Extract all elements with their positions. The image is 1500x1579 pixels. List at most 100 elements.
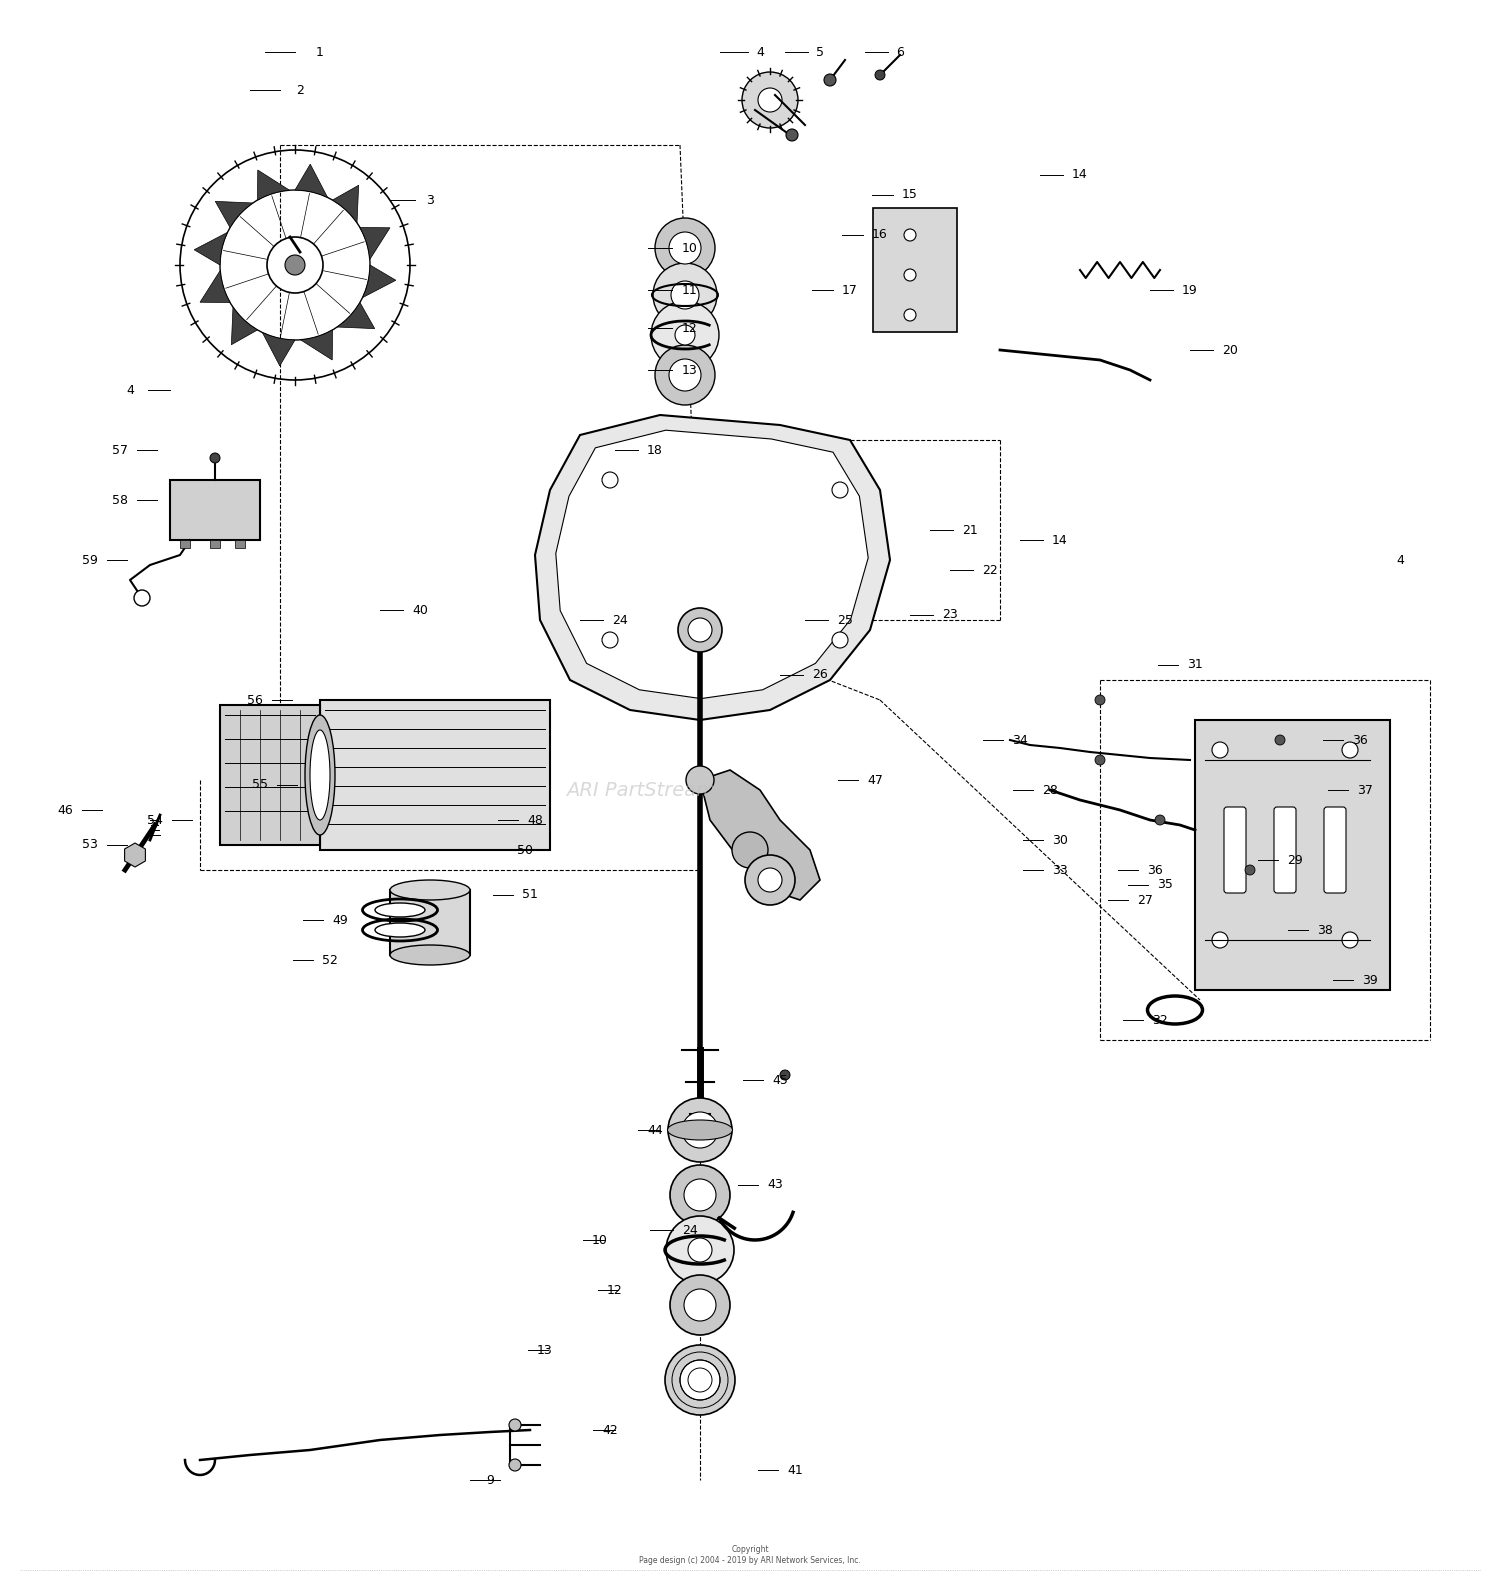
Circle shape <box>874 69 885 81</box>
Polygon shape <box>556 429 868 698</box>
Polygon shape <box>536 415 890 720</box>
Ellipse shape <box>390 944 470 965</box>
Text: 12: 12 <box>608 1284 622 1296</box>
Circle shape <box>833 632 848 647</box>
Text: 5: 5 <box>816 46 824 58</box>
Text: 18: 18 <box>646 444 663 456</box>
Circle shape <box>668 1097 732 1162</box>
Text: 40: 40 <box>413 603 428 616</box>
Ellipse shape <box>310 729 330 820</box>
Circle shape <box>758 88 782 112</box>
Text: 12: 12 <box>682 322 698 335</box>
Circle shape <box>1095 755 1106 764</box>
Polygon shape <box>200 270 230 303</box>
Text: 14: 14 <box>1052 534 1068 546</box>
Text: 57: 57 <box>112 444 128 456</box>
Text: 2: 2 <box>296 84 304 96</box>
Text: 11: 11 <box>682 284 698 297</box>
FancyBboxPatch shape <box>873 208 957 332</box>
Text: 22: 22 <box>982 564 998 576</box>
Text: 41: 41 <box>788 1464 802 1476</box>
Circle shape <box>669 232 700 264</box>
Polygon shape <box>333 185 358 223</box>
Bar <box>236 540 244 548</box>
Text: 14: 14 <box>1072 169 1088 182</box>
Text: 28: 28 <box>1042 783 1058 796</box>
Ellipse shape <box>375 924 424 936</box>
Ellipse shape <box>390 880 470 900</box>
Circle shape <box>670 1274 730 1334</box>
Circle shape <box>1342 742 1358 758</box>
Circle shape <box>670 281 699 309</box>
Circle shape <box>1342 932 1358 947</box>
Polygon shape <box>363 265 396 297</box>
Bar <box>1196 720 1390 990</box>
Polygon shape <box>262 333 296 366</box>
Circle shape <box>758 868 782 892</box>
Text: Copyright
Page design (c) 2004 - 2019 by ARI Network Services, Inc.: Copyright Page design (c) 2004 - 2019 by… <box>639 1546 861 1565</box>
Circle shape <box>602 632 618 647</box>
Text: 45: 45 <box>772 1074 788 1086</box>
Text: 48: 48 <box>526 813 543 826</box>
Text: 26: 26 <box>812 668 828 682</box>
Text: 4: 4 <box>1396 554 1404 567</box>
Text: 44: 44 <box>646 1124 663 1137</box>
Text: 55: 55 <box>252 778 268 791</box>
Circle shape <box>1212 932 1228 947</box>
Circle shape <box>1275 734 1286 745</box>
FancyBboxPatch shape <box>1224 807 1246 894</box>
Text: 36: 36 <box>1352 734 1368 747</box>
Text: ARI PartStream™: ARI PartStream™ <box>566 780 735 799</box>
Circle shape <box>824 74 836 85</box>
Text: 20: 20 <box>1222 344 1238 357</box>
Circle shape <box>682 1112 718 1148</box>
Polygon shape <box>231 308 258 344</box>
Circle shape <box>742 73 798 128</box>
Circle shape <box>670 1165 730 1225</box>
Circle shape <box>509 1459 520 1472</box>
Text: 56: 56 <box>248 693 262 706</box>
Text: 15: 15 <box>902 188 918 202</box>
Polygon shape <box>194 232 228 265</box>
Circle shape <box>1245 865 1256 875</box>
Circle shape <box>210 453 220 463</box>
FancyBboxPatch shape <box>1274 807 1296 894</box>
Circle shape <box>786 129 798 141</box>
Text: 4: 4 <box>126 384 134 396</box>
Text: 31: 31 <box>1186 658 1203 671</box>
Polygon shape <box>258 171 290 201</box>
Text: 1: 1 <box>316 46 324 58</box>
Circle shape <box>688 617 712 643</box>
Text: 6: 6 <box>896 46 904 58</box>
Text: 3: 3 <box>426 194 433 207</box>
Text: 47: 47 <box>867 774 883 786</box>
Text: 13: 13 <box>537 1344 554 1356</box>
Text: 25: 25 <box>837 614 854 627</box>
Text: 38: 38 <box>1317 924 1334 936</box>
Polygon shape <box>296 164 327 197</box>
Circle shape <box>509 1420 520 1431</box>
Text: 4: 4 <box>756 46 764 58</box>
Circle shape <box>656 218 716 278</box>
Polygon shape <box>338 303 375 328</box>
Circle shape <box>602 472 618 488</box>
Text: 27: 27 <box>1137 894 1154 906</box>
Circle shape <box>285 254 304 275</box>
Text: 59: 59 <box>82 554 98 567</box>
Circle shape <box>664 1345 735 1415</box>
Bar <box>320 699 550 850</box>
Circle shape <box>678 608 722 652</box>
Text: 24: 24 <box>682 1224 698 1236</box>
Text: 49: 49 <box>332 914 348 927</box>
Text: 33: 33 <box>1052 864 1068 876</box>
Circle shape <box>652 264 717 327</box>
Text: 9: 9 <box>486 1473 494 1486</box>
Text: 58: 58 <box>112 494 128 507</box>
Circle shape <box>651 302 718 369</box>
Text: 42: 42 <box>602 1424 618 1437</box>
Text: 10: 10 <box>682 242 698 254</box>
Ellipse shape <box>304 715 334 835</box>
Text: 35: 35 <box>1156 878 1173 892</box>
Circle shape <box>780 1071 790 1080</box>
Ellipse shape <box>668 1120 732 1140</box>
